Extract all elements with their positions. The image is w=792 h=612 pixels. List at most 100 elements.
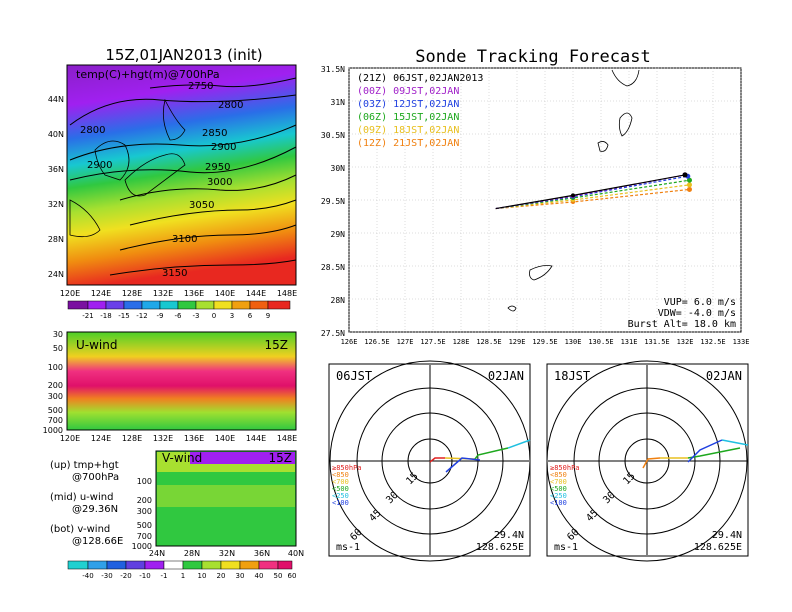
wind-colorbar-tick: 1 xyxy=(181,572,185,580)
level-legend: <700 xyxy=(332,478,349,486)
lon-tick: 128E xyxy=(122,289,142,298)
u-x-tick: 124E xyxy=(91,434,111,443)
hodo-date: 02JAN xyxy=(706,369,742,383)
left-title: 15Z,01JAN2013 (init) xyxy=(105,46,262,64)
level-legend: <850 xyxy=(550,471,567,479)
u-x-tick: 140E xyxy=(215,434,235,443)
note-line: @128.66E xyxy=(72,536,123,547)
u-wind-time: 15Z xyxy=(265,338,289,352)
wind-colorbar-tick: 20 xyxy=(217,572,226,580)
contour-label: 2950 xyxy=(205,162,230,173)
colorbar-tick: -18 xyxy=(100,312,111,320)
contour-label: 3000 xyxy=(207,177,232,188)
hodo-lat: 29.4N xyxy=(494,530,524,541)
u-y-tick: 200 xyxy=(48,381,63,390)
hodo-lat: 29.4N xyxy=(712,530,742,541)
wind-colorbar: -40 -30 -20 -10 -1 1 10 20 30 40 50 60 xyxy=(67,560,296,580)
colorbar-tick: 3 xyxy=(230,312,234,320)
y-tick: 31N xyxy=(331,98,346,107)
level-legend: <100 xyxy=(332,499,349,507)
wind-colorbar-tick: -10 xyxy=(139,572,150,580)
u-y-tick: 500 xyxy=(48,406,63,415)
colorbar-tick: -6 xyxy=(175,312,183,320)
wind-colorbar-tick: 30 xyxy=(236,572,245,580)
u-y-tick: 50 xyxy=(53,344,63,353)
x-tick: 131E xyxy=(621,338,638,346)
lat-tick: 24N xyxy=(48,270,64,279)
v-x-tick: 36N xyxy=(254,549,270,558)
v-y-tick: 200 xyxy=(137,496,152,505)
u-y-tick: 100 xyxy=(48,363,63,372)
u-y-tick: 30 xyxy=(53,330,63,339)
lon-tick: 132E xyxy=(153,289,173,298)
lon-tick: 148E xyxy=(277,289,297,298)
lon-tick: 120E xyxy=(60,289,80,298)
v-x-tick: 32N xyxy=(219,549,235,558)
hodo-lon: 128.625E xyxy=(694,542,742,553)
hodograph-left: 06JST 02JAN 29.4N 128.625E ms-1 15 30 45… xyxy=(328,360,531,562)
colorbar-tick: 6 xyxy=(248,312,253,320)
hodo-time: 06JST xyxy=(336,369,372,383)
param-line: VDW= -4.0 m/s xyxy=(658,308,736,319)
contour-label: 3150 xyxy=(162,268,187,279)
level-legend: <250 xyxy=(550,492,567,500)
lon-tick: 136E xyxy=(184,289,204,298)
u-wind-panel: U-wind 15Z 30 50 100 200 300 500 700 100… xyxy=(43,330,298,443)
v-y-tick: 1000 xyxy=(132,542,152,551)
lon-tick: 124E xyxy=(91,289,111,298)
v-y-tick: 100 xyxy=(137,477,152,486)
colorbar-tick: -21 xyxy=(82,312,93,320)
y-tick: 29N xyxy=(331,230,346,239)
v-x-tick: 40N xyxy=(288,549,304,558)
contour-label: 3100 xyxy=(172,234,197,245)
track-legend: (21Z) 06JST,02JAN2013 (00Z) 09JST,02JAN … xyxy=(357,73,483,149)
y-tick: 28.5N xyxy=(321,263,345,272)
wind-colorbar-tick: -20 xyxy=(120,572,131,580)
v-wind-time: 15Z xyxy=(269,451,293,465)
v-wind-label: V-wind xyxy=(162,451,202,465)
contour-label: 2900 xyxy=(211,142,236,153)
colorbar-tick: 0 xyxy=(212,312,216,320)
track-endpoint xyxy=(686,182,692,188)
param-line: Burst Alt= 18.0 km xyxy=(628,319,736,330)
track-midpoint xyxy=(571,193,575,198)
x-tick: 129.5E xyxy=(532,338,557,346)
v-y-tick: 500 xyxy=(137,521,152,530)
wind-colorbar-tick: -30 xyxy=(101,572,112,580)
wind-colorbar-tick: 10 xyxy=(198,572,207,580)
note-line: @700hPa xyxy=(72,472,119,483)
y-tick: 31.5N xyxy=(321,65,345,74)
hodo-time: 18JST xyxy=(554,369,590,383)
main-title: Sonde Tracking Forecast xyxy=(415,47,650,67)
lat-tick: 36N xyxy=(48,165,64,174)
map-field-label: temp(C)+hgt(m)@700hPa xyxy=(76,68,220,81)
u-x-tick: 132E xyxy=(153,434,173,443)
note-line: @29.36N xyxy=(72,504,118,515)
param-line: VUP= 6.0 m/s xyxy=(664,297,736,308)
level-legend: ≥850hPa xyxy=(332,464,362,472)
lon-tick: 144E xyxy=(246,289,266,298)
colorbar-tick: -12 xyxy=(136,312,147,320)
x-tick: 126E xyxy=(341,338,358,346)
lat-tick: 28N xyxy=(48,235,64,244)
v-x-tick: 28N xyxy=(184,549,200,558)
v-x-tick: 24N xyxy=(149,549,165,558)
contour-label: 2800 xyxy=(218,100,243,111)
wind-colorbar-tick: 40 xyxy=(255,572,264,580)
u-x-tick: 128E xyxy=(122,434,142,443)
level-legend: <500 xyxy=(550,485,567,493)
legend-entry: (03Z) 12JST,02JAN xyxy=(357,99,459,110)
tracking-map: 31.5N 31N 30.5N 30N 29.5N 29N 28.5N 28N … xyxy=(321,65,750,346)
track-endpoint xyxy=(686,177,692,183)
u-x-tick: 136E xyxy=(184,434,204,443)
x-tick: 130E xyxy=(565,338,582,346)
u-x-tick: 120E xyxy=(60,434,80,443)
contour-label: 2900 xyxy=(87,160,112,171)
u-wind-label: U-wind xyxy=(76,338,117,352)
colorbar-tick: 9 xyxy=(266,312,270,320)
contour-label: 2850 xyxy=(202,128,227,139)
hodograph-right: 18JST 02JAN 29.4N 128.625E ms-1 15 30 45… xyxy=(546,360,749,562)
x-tick: 128.5E xyxy=(476,338,501,346)
colorbar-tick: -3 xyxy=(193,312,200,320)
